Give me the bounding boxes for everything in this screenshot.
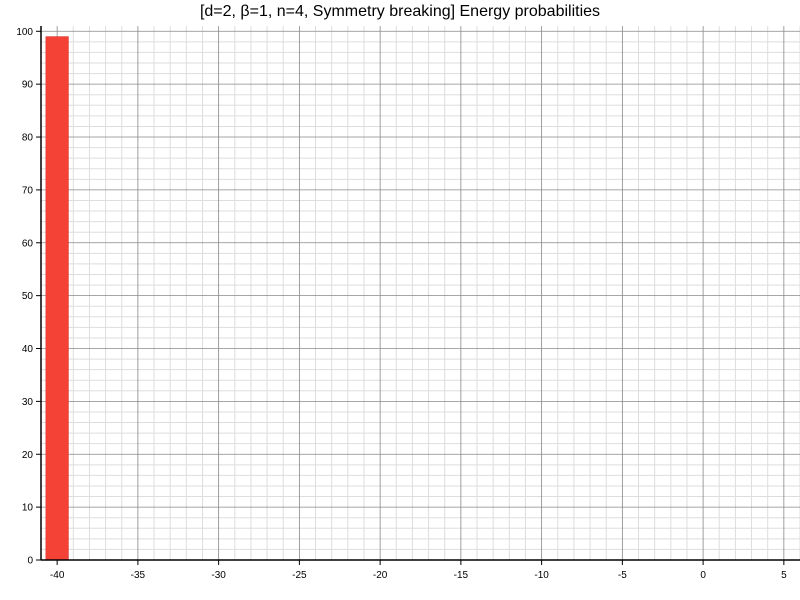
x-tick-label: -15 bbox=[454, 570, 469, 581]
x-tick-label: -35 bbox=[131, 570, 146, 581]
axes-group bbox=[40, 26, 800, 561]
y-tick-label: 60 bbox=[22, 238, 34, 249]
y-tick-label: 20 bbox=[22, 450, 34, 461]
y-tick-label: 30 bbox=[22, 397, 34, 408]
x-tick-label: 0 bbox=[700, 570, 706, 581]
y-tick-label: 100 bbox=[16, 27, 33, 38]
y-axis-ticks: 0 10 20 30 40 50 60 70 80 90 100 bbox=[16, 27, 41, 567]
y-tick-label: 10 bbox=[22, 503, 34, 514]
y-tick-label: 90 bbox=[22, 80, 34, 91]
x-axis-ticks: -40 -35 -30 -25 -20 -15 -10 -5 0 5 bbox=[50, 560, 787, 581]
y-tick-label: 80 bbox=[22, 133, 34, 144]
chart-title: [d=2, β=1, n=4, Symmetry breaking] Energ… bbox=[199, 3, 601, 20]
x-tick-label: -10 bbox=[534, 570, 549, 581]
x-tick-label: -30 bbox=[211, 570, 226, 581]
y-tick-label: 50 bbox=[22, 291, 34, 302]
minor-grid bbox=[40, 26, 800, 560]
bar bbox=[45, 36, 69, 561]
x-tick-label: -40 bbox=[50, 570, 65, 581]
x-tick-label: -25 bbox=[292, 570, 307, 581]
major-grid bbox=[41, 26, 800, 560]
y-tick-label: 70 bbox=[22, 185, 34, 196]
x-tick-label: 5 bbox=[781, 570, 787, 581]
x-tick-label: -20 bbox=[373, 570, 388, 581]
y-tick-label: 40 bbox=[22, 344, 34, 355]
x-tick-label: -5 bbox=[618, 570, 627, 581]
bars-group bbox=[45, 36, 69, 561]
y-tick-label: 0 bbox=[27, 556, 33, 567]
